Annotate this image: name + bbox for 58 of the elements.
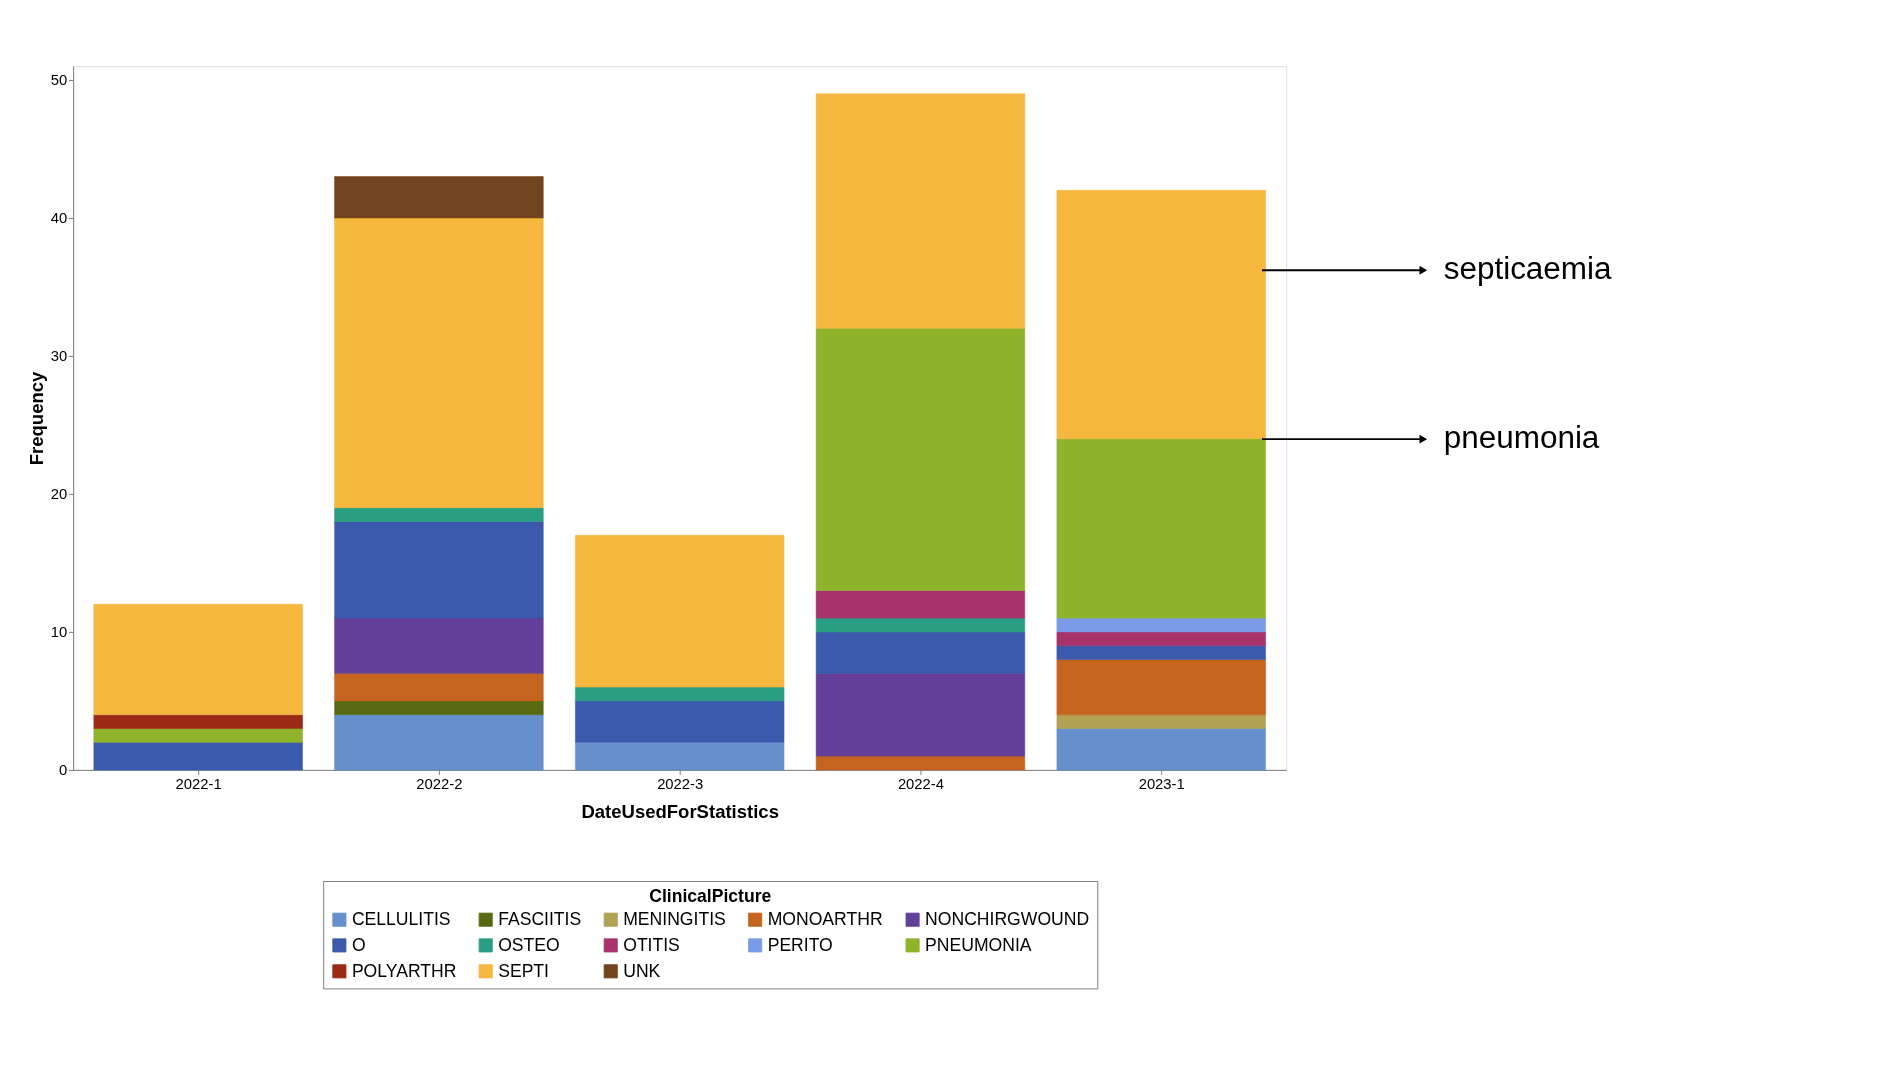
bar <box>1056 728 1267 771</box>
x-tick-label: 2023-1 <box>1138 775 1185 792</box>
bar <box>93 603 303 716</box>
legend-label: NONCHIRGWOUND <box>925 909 1090 930</box>
y-tick-label: 50 <box>50 72 68 89</box>
legend-label: PNEUMONIA <box>925 934 1032 955</box>
bar <box>1056 438 1267 619</box>
bar <box>334 507 544 522</box>
bar <box>1056 659 1267 716</box>
bar <box>334 176 544 219</box>
bar <box>93 714 303 729</box>
bar <box>334 521 544 619</box>
legend-label: MENINGITIS <box>623 909 726 930</box>
x-axis-title: DateUsedForStatistics <box>581 800 779 822</box>
legend-title: ClinicalPicture <box>649 886 772 907</box>
bar <box>334 617 544 674</box>
bar <box>1056 617 1267 633</box>
x-tick-label: 2022-3 <box>657 775 704 792</box>
y-axis-title: Frequency <box>26 370 48 466</box>
bar <box>1056 714 1267 729</box>
bar <box>815 631 1026 674</box>
bar <box>574 534 785 688</box>
bar <box>334 714 544 771</box>
y-tick-label: 30 <box>50 348 68 365</box>
bar <box>574 741 785 771</box>
legend-label: SEPTI <box>498 960 549 981</box>
bar <box>815 327 1026 591</box>
legend-label: CELLULITIS <box>351 909 451 930</box>
y-tick-label: 40 <box>50 210 68 227</box>
bar <box>574 700 785 743</box>
legend-label: OTITIS <box>623 934 680 955</box>
legend-label: POLYARTHR <box>351 960 457 981</box>
bar <box>334 217 544 509</box>
y-tick-label: 0 <box>58 762 68 779</box>
bar <box>334 672 544 702</box>
legend-label: PERITO <box>767 934 833 955</box>
bar <box>93 741 303 771</box>
bar <box>815 590 1026 619</box>
bar <box>574 686 785 702</box>
legend-label: O <box>351 934 366 955</box>
x-tick-label: 2022-2 <box>416 775 463 792</box>
legend-label: UNK <box>623 960 661 981</box>
legend-label: OSTEO <box>498 934 560 955</box>
bar <box>93 728 303 743</box>
text: septicaemia <box>1443 251 1613 287</box>
text: pneumonia <box>1443 420 1600 456</box>
legend-label: FASCIITIS <box>498 909 582 930</box>
bar <box>815 672 1026 757</box>
x-tick-label: 2022-4 <box>897 775 944 792</box>
bar <box>1056 189 1267 440</box>
bar <box>815 617 1026 633</box>
x-tick-label: 2022-1 <box>175 775 222 792</box>
bar <box>1056 645 1267 660</box>
y-tick-label: 10 <box>50 624 68 641</box>
bar <box>815 93 1026 329</box>
y-tick-label: 20 <box>50 486 68 503</box>
bar <box>815 755 1026 771</box>
legend-label: MONOARTHR <box>767 909 883 930</box>
